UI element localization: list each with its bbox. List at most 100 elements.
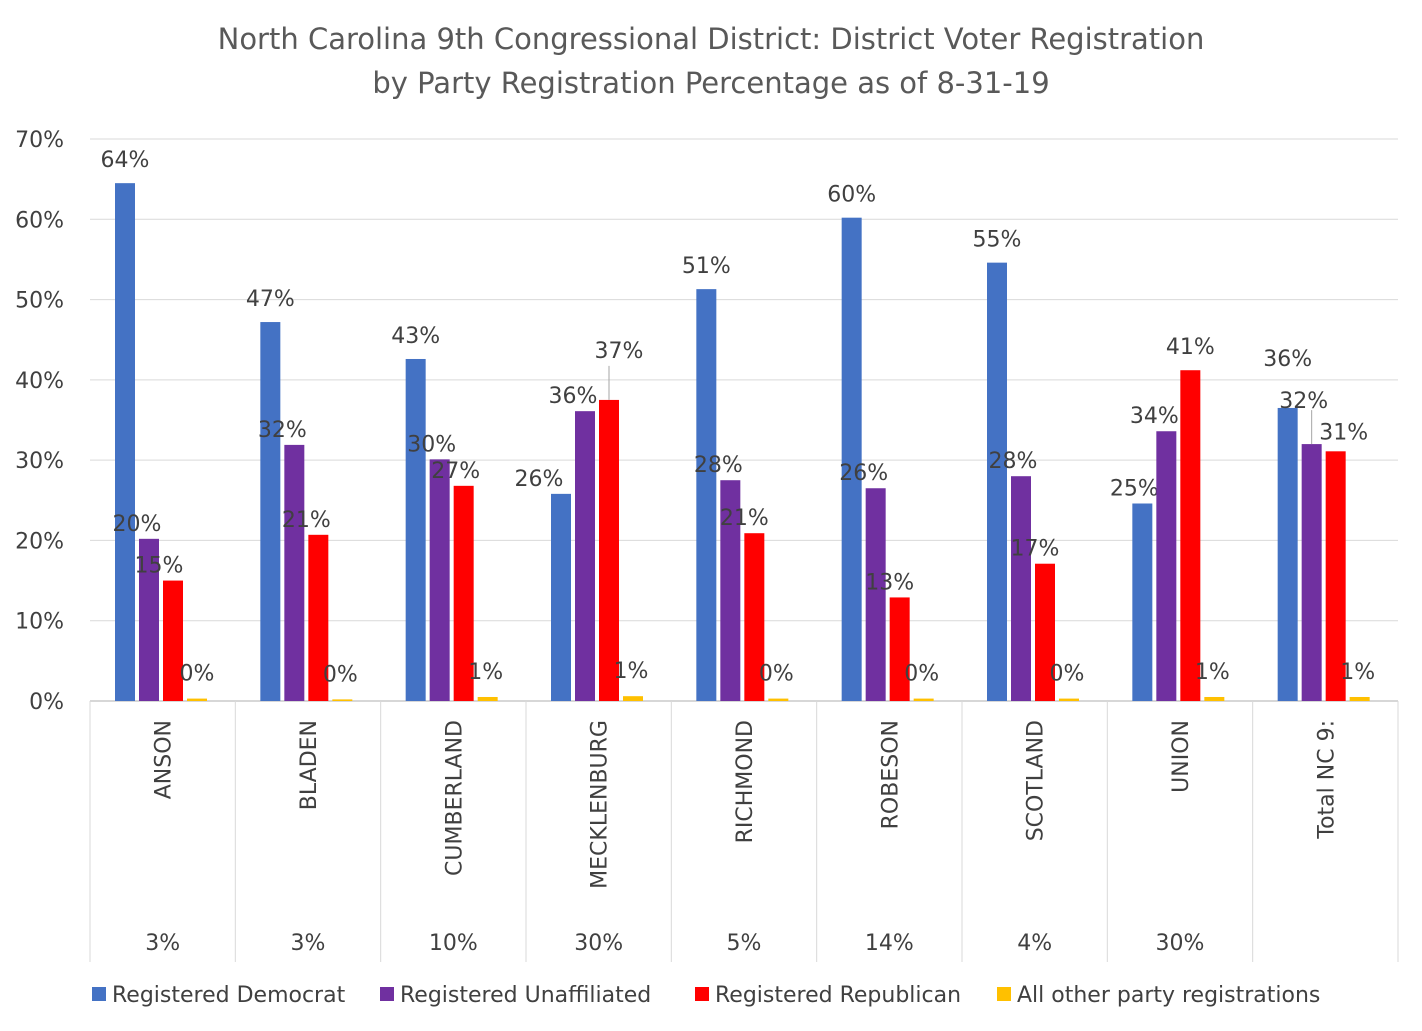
bar — [1349, 696, 1370, 701]
x-secondary-label: 3% — [291, 931, 326, 956]
bar — [1035, 563, 1055, 701]
bar — [1325, 451, 1346, 701]
x-category-label: SCOTLAND — [1024, 720, 1049, 841]
bar — [260, 322, 281, 701]
legend-label: All other party registrations — [1017, 983, 1320, 1008]
data-label: 25% — [1110, 476, 1159, 501]
data-label: 26% — [515, 467, 564, 492]
y-tick-label: 50% — [15, 289, 64, 314]
bar — [599, 399, 619, 701]
bar — [163, 580, 183, 701]
y-tick-label: 10% — [15, 610, 64, 635]
bar — [139, 538, 159, 701]
y-tick-label: 30% — [15, 449, 64, 474]
x-category-label: MECKLENBURG — [588, 720, 613, 889]
bar — [987, 262, 1007, 701]
data-label: 36% — [1263, 347, 1312, 372]
x-secondary-label: 3% — [145, 931, 180, 956]
bar — [429, 459, 450, 701]
data-label: 28% — [989, 449, 1038, 474]
legend-swatch — [695, 987, 709, 1001]
bar — [284, 444, 305, 701]
legend-swatch — [997, 987, 1011, 1001]
bar — [1132, 503, 1153, 701]
x-secondary-label: 30% — [1156, 931, 1205, 956]
x-secondary-label: 30% — [574, 931, 623, 956]
data-label: 31% — [1319, 420, 1368, 445]
legend-swatch — [380, 987, 394, 1001]
legend-label: Registered Republican — [715, 983, 961, 1008]
data-label: 27% — [431, 459, 480, 484]
y-tick-label: 20% — [15, 529, 64, 554]
data-label: 20% — [113, 512, 162, 537]
legend-swatch — [92, 987, 106, 1001]
x-secondary-label: 14% — [865, 931, 914, 956]
bar — [1011, 476, 1031, 701]
data-label: 43% — [391, 324, 440, 349]
data-label: 17% — [1011, 537, 1060, 562]
data-label: 0% — [180, 662, 215, 687]
bar — [405, 358, 426, 701]
data-label: 36% — [549, 384, 598, 409]
x-secondary-label: 10% — [429, 931, 478, 956]
legend-label: Registered Democrat — [112, 983, 346, 1008]
bar — [187, 698, 207, 701]
data-label: 34% — [1130, 404, 1179, 429]
bar — [865, 488, 886, 701]
data-label: 21% — [720, 506, 769, 531]
y-tick-label: 60% — [15, 208, 64, 233]
bar — [1301, 444, 1322, 701]
bar — [332, 699, 353, 701]
bar — [1156, 431, 1177, 701]
bar — [744, 533, 765, 701]
x-category-label: ROBESON — [878, 720, 903, 829]
bar — [477, 696, 498, 701]
bar — [696, 289, 717, 701]
legend-label: Registered Unaffiliated — [400, 983, 651, 1008]
data-label: 55% — [973, 228, 1022, 253]
bar — [1204, 696, 1225, 701]
bar — [575, 411, 595, 701]
bar — [453, 485, 474, 701]
bar — [1277, 407, 1298, 701]
x-secondary-label: 5% — [727, 931, 762, 956]
x-category-label: UNION — [1169, 720, 1194, 793]
data-label: 13% — [865, 570, 914, 595]
x-category-label: ANSON — [152, 720, 177, 799]
chart-title-line-2: by Party Registration Percentage as of 8… — [372, 66, 1050, 100]
data-label: 0% — [1050, 662, 1085, 687]
chart-title-line-1: North Carolina 9th Congressional Distric… — [217, 22, 1205, 56]
data-label: 21% — [282, 508, 331, 533]
data-label: 60% — [827, 183, 876, 208]
bar — [1180, 370, 1201, 701]
bar — [768, 698, 789, 701]
data-label: 0% — [323, 662, 358, 687]
data-label: 30% — [407, 432, 456, 457]
bar — [720, 480, 741, 701]
data-label: 26% — [839, 461, 888, 486]
bar — [889, 597, 910, 701]
bar — [623, 696, 643, 701]
bar — [551, 493, 571, 701]
data-label: 1% — [468, 660, 503, 685]
y-tick-label: 70% — [15, 128, 64, 153]
data-label: 1% — [1340, 660, 1375, 685]
bar — [1059, 698, 1079, 701]
data-label: 64% — [101, 148, 150, 173]
x-category-label: CUMBERLAND — [442, 720, 467, 876]
y-tick-label: 0% — [29, 690, 64, 715]
data-label: 0% — [759, 662, 794, 687]
bar — [308, 534, 329, 701]
data-label: 37% — [595, 339, 644, 364]
data-label: 1% — [614, 659, 649, 684]
data-label: 28% — [694, 453, 743, 478]
x-secondary-label: 4% — [1017, 931, 1052, 956]
data-label: 47% — [246, 287, 295, 312]
bar — [115, 183, 135, 701]
data-label: 32% — [258, 418, 307, 443]
data-label: 51% — [682, 254, 731, 279]
data-label: 32% — [1279, 389, 1328, 414]
bar — [841, 217, 862, 701]
bar — [913, 698, 934, 701]
